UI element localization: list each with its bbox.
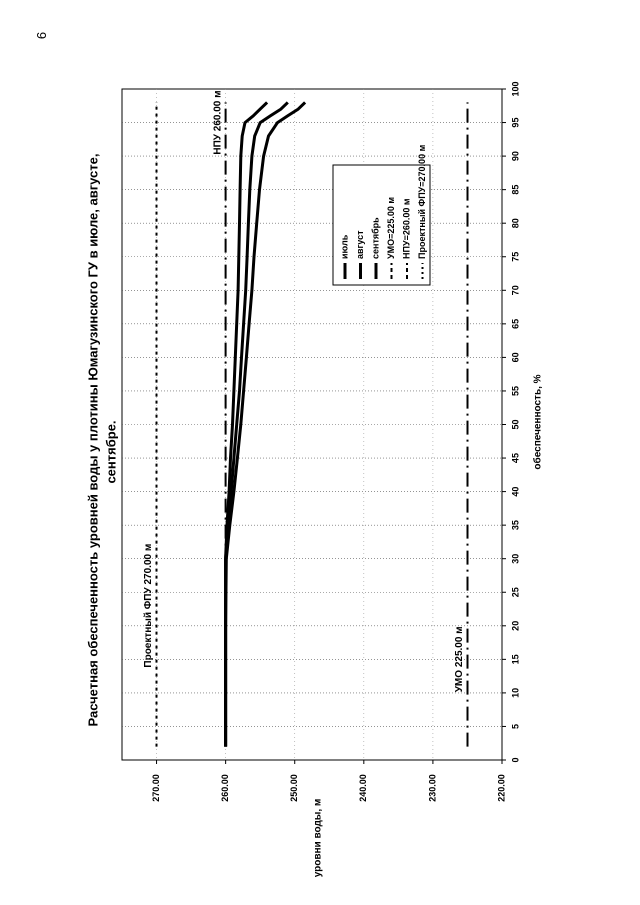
x-tick-label: 35 [510,520,520,530]
series-line [224,101,269,747]
annotation-label: УМО 225.00 м [454,626,465,692]
x-tick-label: 30 [510,554,520,564]
y-tick-label: 220.00 [496,774,506,802]
chart-title-line: сентябре. [103,420,118,483]
x-tick-label: 15 [510,654,520,664]
y-tick-label: 270.00 [151,774,161,802]
x-tick-label: 90 [510,151,520,161]
x-tick-label: 25 [510,587,520,597]
legend-label: УМО=225.00 м [386,197,396,259]
legend-label: сентябрь [370,217,380,259]
x-tick-label: 10 [510,688,520,698]
legend-label: Проектный ФПУ=270.00 м [417,144,427,259]
x-tick-label: 75 [510,252,520,262]
x-tick-label: 65 [510,319,520,329]
series-line [224,101,289,747]
x-tick-label: 50 [510,419,520,429]
legend-label: НПУ=260.00 м [401,198,411,259]
chart-title-line: Расчетная обеспеченность уровней воды у … [85,154,100,727]
x-tick-label: 70 [510,285,520,295]
y-tick-label: 250.00 [289,774,299,802]
x-axis-label: обеспеченность, % [532,374,544,469]
annotation-label: Проектный ФПУ 270.00 м [143,544,154,668]
x-tick-label: 100 [510,81,520,96]
x-tick-label: 0 [510,757,520,762]
y-tick-label: 260.00 [220,774,230,802]
x-tick-label: 45 [510,453,520,463]
y-tick-label: 240.00 [358,774,368,802]
x-tick-label: 85 [510,185,520,195]
x-tick-label: 40 [510,487,520,497]
x-tick-label: 60 [510,352,520,362]
x-tick-label: 5 [510,724,520,729]
series-line [224,101,307,747]
x-tick-label: 20 [510,621,520,631]
y-axis-label: уровни воды, м [313,799,324,878]
legend-label: август [355,230,365,259]
x-tick-label: 80 [510,218,520,228]
x-tick-label: 95 [510,118,520,128]
x-tick-label: 55 [510,386,520,396]
legend-label: июль [339,234,349,259]
y-tick-label: 230.00 [427,774,437,802]
annotation-label: НПУ 260.00 м [212,90,223,154]
legend-box [332,164,431,286]
